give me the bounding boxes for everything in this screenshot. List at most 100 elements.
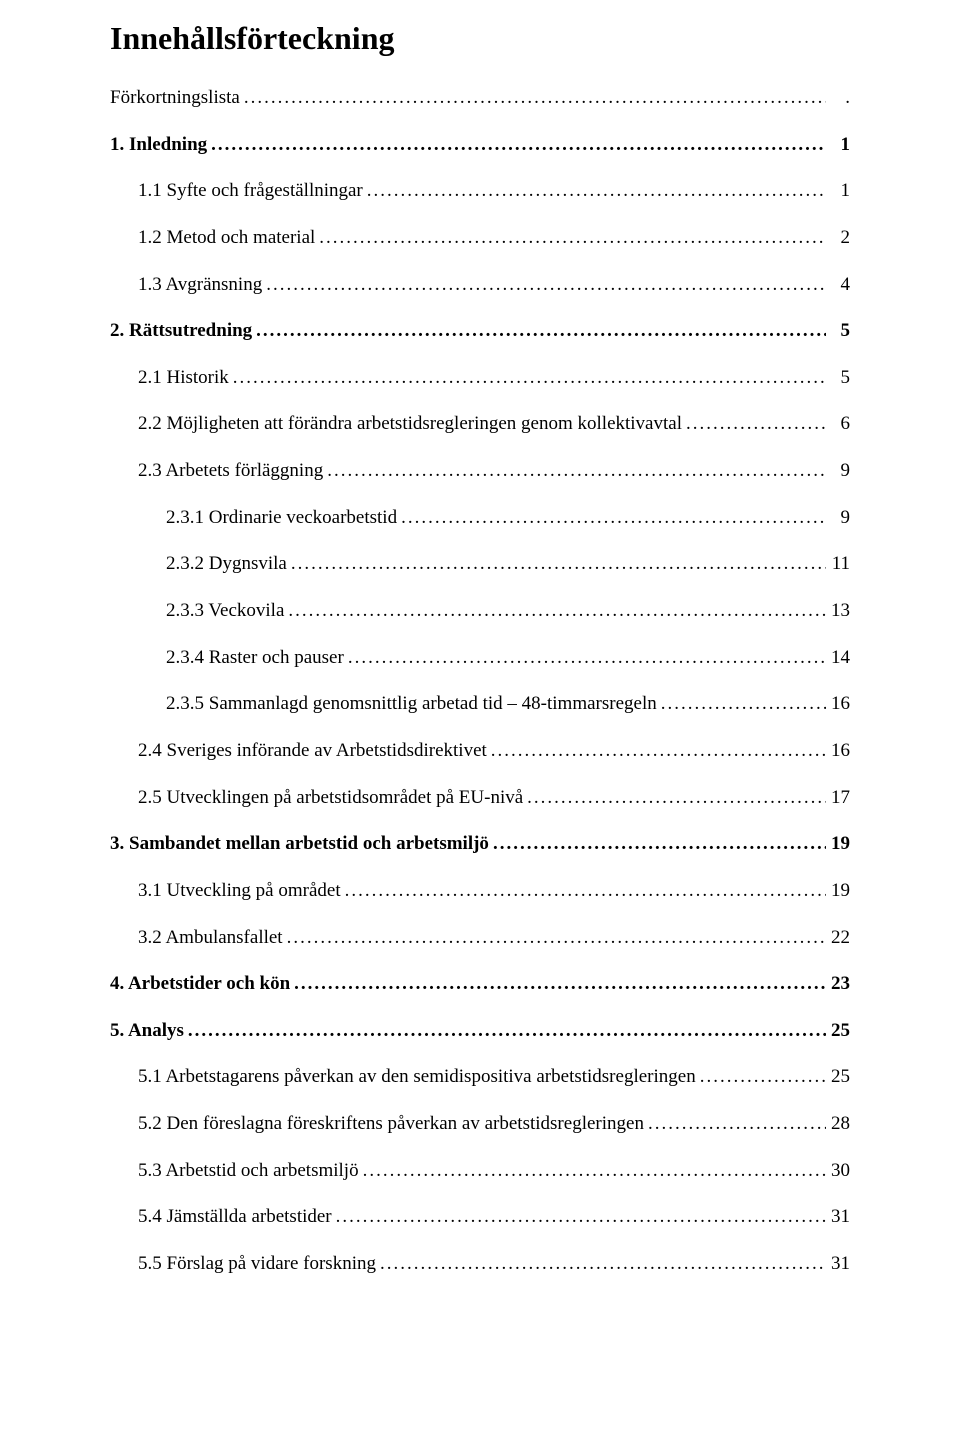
toc-entry: 2.1 Historik 5: [110, 365, 850, 391]
toc-entry-page: 31: [826, 1251, 850, 1277]
toc-leader-dots: [290, 971, 826, 997]
toc-entry: 2.4 Sveriges införande av Arbetstidsdire…: [110, 738, 850, 764]
toc-leader-dots: [487, 738, 826, 764]
toc-entry: 2.3.5 Sammanlagd genomsnittlig arbetad t…: [110, 691, 850, 717]
toc-leader-dots: [359, 1158, 826, 1184]
toc-entry-label: 5.4 Jämställda arbetstider: [138, 1204, 332, 1230]
toc-entry-label: 2.3.1 Ordinarie veckoarbetstid: [166, 505, 397, 531]
toc-entry: 2.2 Möjligheten att förändra arbetstidsr…: [110, 411, 850, 437]
toc-leader-dots: [229, 365, 826, 391]
toc-entry-page: 9: [826, 458, 850, 484]
toc-entry-label: 3.1 Utveckling på området: [138, 878, 341, 904]
toc-entry-label: 1.2 Metod och material: [138, 225, 315, 251]
toc-entry: 2.3.2 Dygnsvila 11: [110, 551, 850, 577]
toc-entry: 2.3.4 Raster och pauser 14: [110, 645, 850, 671]
toc-entry-page: 6: [826, 411, 850, 437]
toc-entry-label: 2.3.5 Sammanlagd genomsnittlig arbetad t…: [166, 691, 657, 717]
toc-entry-label: 2.3.2 Dygnsvila: [166, 551, 287, 577]
toc-entry: 3. Sambandet mellan arbetstid och arbets…: [110, 831, 850, 857]
toc-entry: 1.1 Syfte och frågeställningar 1: [110, 178, 850, 204]
toc-entry-page: 28: [826, 1111, 850, 1137]
toc-entry-page: 14: [826, 645, 850, 671]
toc-entry-label: 2.3.3 Veckovila: [166, 598, 284, 624]
toc-leader-dots: [363, 178, 826, 204]
toc-entry-page: 22: [826, 925, 850, 951]
toc-entry-label: 2. Rättsutredning: [110, 318, 252, 344]
toc-entry-label: 3.2 Ambulansfallet: [138, 925, 283, 951]
toc-leader-dots: [376, 1251, 826, 1277]
toc-entry: 1.2 Metod och material 2: [110, 225, 850, 251]
toc-leader-dots: [489, 831, 826, 857]
toc-leader-dots: [344, 645, 826, 671]
toc-entry-label: 2.5 Utvecklingen på arbetstidsområdet på…: [138, 785, 523, 811]
toc-entry-label: 3. Sambandet mellan arbetstid och arbets…: [110, 831, 489, 857]
toc-entry-label: 5.2 Den föreslagna föreskriftens påverka…: [138, 1111, 644, 1137]
toc-leader-dots: [287, 551, 826, 577]
toc-entry: 5.5 Förslag på vidare forskning 31: [110, 1251, 850, 1277]
toc-entry-label: 5.5 Förslag på vidare forskning: [138, 1251, 376, 1277]
toc-entry: 4. Arbetstider och kön 23: [110, 971, 850, 997]
toc-entry-label: 2.2 Möjligheten att förändra arbetstidsr…: [138, 411, 682, 437]
toc-entry-page: 2: [826, 225, 850, 251]
toc-entry-page: 23: [826, 971, 850, 997]
toc-entry: 3.2 Ambulansfallet 22: [110, 925, 850, 951]
toc-leader-dots: [332, 1204, 826, 1230]
toc-entry-page: 1: [826, 178, 850, 204]
toc-entry-page: 25: [826, 1064, 850, 1090]
toc-entry: 3.1 Utveckling på området19: [110, 878, 850, 904]
toc-entry-label: 1. Inledning: [110, 132, 207, 158]
toc-entry-page: 11: [826, 551, 850, 577]
toc-leader-dots: [644, 1111, 826, 1137]
toc-leader-dots: [284, 598, 826, 624]
toc-entry-page: 5: [826, 365, 850, 391]
toc-entry-label: Förkortningslista: [110, 85, 240, 111]
toc-entry-label: 5. Analys: [110, 1018, 184, 1044]
toc-entry: 2. Rättsutredning 5: [110, 318, 850, 344]
toc-entry-label: 2.1 Historik: [138, 365, 229, 391]
toc-entry-page: 16: [826, 738, 850, 764]
toc-entry: 5.3 Arbetstid och arbetsmiljö30: [110, 1158, 850, 1184]
toc-entry: 1. Inledning 1: [110, 132, 850, 158]
toc-entry-label: 1.1 Syfte och frågeställningar: [138, 178, 363, 204]
toc-entry: 5.4 Jämställda arbetstider 31: [110, 1204, 850, 1230]
toc-leader-dots: [682, 411, 826, 437]
toc-entry-label: 1.3 Avgränsning: [138, 272, 262, 298]
toc-leader-dots: [283, 925, 826, 951]
toc-entry-page: 5: [826, 318, 850, 344]
toc-entry-page: 13: [826, 598, 850, 624]
toc-entry-label: 2.3 Arbetets förläggning: [138, 458, 323, 484]
toc-leader-dots: [207, 132, 826, 158]
toc-leader-dots: [262, 272, 826, 298]
toc-entry: 5. Analys25: [110, 1018, 850, 1044]
toc-leader-dots: [240, 85, 826, 111]
toc-entry-label: 4. Arbetstider och kön: [110, 971, 290, 997]
page-title: Innehållsförteckning: [110, 20, 850, 57]
toc-leader-dots: [252, 318, 826, 344]
toc-entry: 5.2 Den föreslagna föreskriftens påverka…: [110, 1111, 850, 1137]
toc-leader-dots: [523, 785, 826, 811]
toc-entry-page: 17: [826, 785, 850, 811]
toc-leader-dots: [315, 225, 826, 251]
toc-leader-dots: [184, 1018, 826, 1044]
toc-entry-page: 30: [826, 1158, 850, 1184]
toc-entry: 2.3 Arbetets förläggning 9: [110, 458, 850, 484]
toc-entry-label: 2.3.4 Raster och pauser: [166, 645, 344, 671]
toc-entry: 2.3.1 Ordinarie veckoarbetstid 9: [110, 505, 850, 531]
toc-entry-page: .: [826, 85, 850, 111]
toc-leader-dots: [397, 505, 826, 531]
toc-entry: 1.3 Avgränsning 4: [110, 272, 850, 298]
toc-entry-page: 19: [826, 831, 850, 857]
toc-leader-dots: [323, 458, 826, 484]
toc-entry-page: 16: [826, 691, 850, 717]
toc-leader-dots: [341, 878, 826, 904]
toc-leader-dots: [657, 691, 826, 717]
toc-entry-page: 4: [826, 272, 850, 298]
toc-entry-page: 31: [826, 1204, 850, 1230]
toc-entry-label: 2.4 Sveriges införande av Arbetstidsdire…: [138, 738, 487, 764]
toc-entry: Förkortningslista.: [110, 85, 850, 111]
toc-entry: 2.3.3 Veckovila 13: [110, 598, 850, 624]
toc-entry-page: 9: [826, 505, 850, 531]
toc-entry-label: 5.1 Arbetstagarens påverkan av den semid…: [138, 1064, 696, 1090]
toc-entry-page: 1: [826, 132, 850, 158]
toc-entry: 2.5 Utvecklingen på arbetstidsområdet på…: [110, 785, 850, 811]
